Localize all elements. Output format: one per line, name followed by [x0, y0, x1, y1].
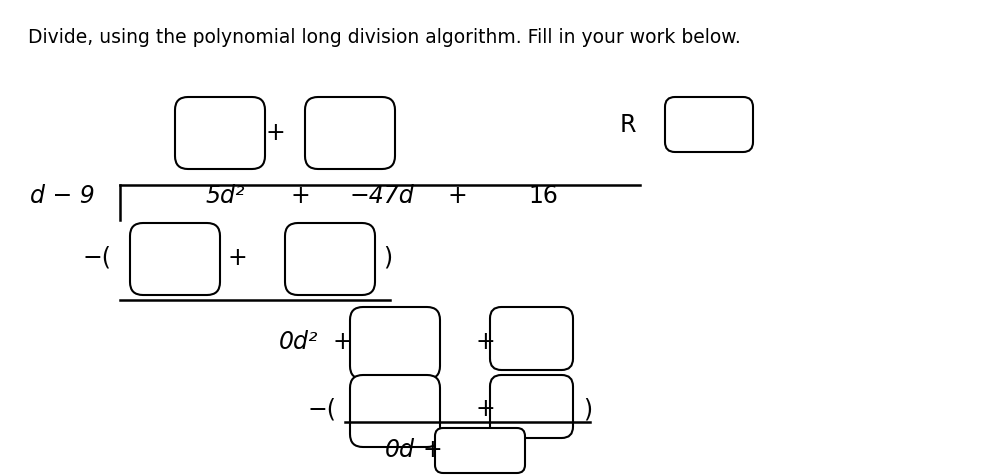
Text: ): ) [583, 397, 593, 421]
FancyBboxPatch shape [490, 375, 573, 438]
FancyBboxPatch shape [350, 307, 440, 379]
Text: R: R [620, 113, 636, 137]
Text: 0d: 0d [385, 438, 415, 462]
FancyBboxPatch shape [350, 375, 440, 447]
Text: −(: −( [82, 246, 112, 270]
Text: 16: 16 [528, 184, 558, 208]
FancyBboxPatch shape [305, 97, 395, 169]
Text: Divide, using the polynomial long division algorithm. Fill in your work below.: Divide, using the polynomial long divisi… [28, 28, 740, 47]
Text: +: + [475, 397, 495, 421]
Text: +: + [423, 438, 442, 462]
FancyBboxPatch shape [285, 223, 375, 295]
FancyBboxPatch shape [435, 428, 525, 473]
FancyBboxPatch shape [490, 307, 573, 370]
FancyBboxPatch shape [175, 97, 265, 169]
FancyBboxPatch shape [665, 97, 753, 152]
Text: d − 9: d − 9 [30, 184, 95, 208]
Text: 0d²: 0d² [279, 330, 318, 354]
Text: +: + [290, 184, 310, 208]
FancyBboxPatch shape [130, 223, 220, 295]
Text: +: + [266, 121, 285, 145]
Text: +: + [227, 246, 246, 270]
Text: ): ) [383, 246, 392, 270]
Text: +: + [447, 184, 467, 208]
Text: +: + [332, 330, 352, 354]
Text: 5d²: 5d² [205, 184, 244, 208]
Text: −47d: −47d [350, 184, 414, 208]
Text: +: + [475, 330, 495, 354]
Text: −(: −( [308, 397, 336, 421]
